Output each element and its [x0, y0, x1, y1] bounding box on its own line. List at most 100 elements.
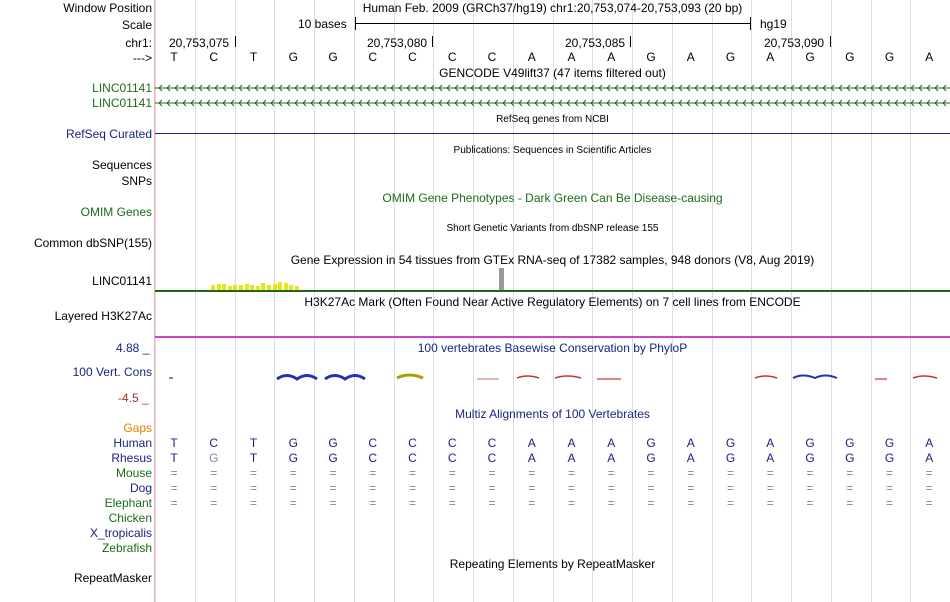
gene-strand-chevron: [902, 84, 907, 92]
refseq-feature[interactable]: [155, 133, 950, 134]
gtex-bar[interactable]: [216, 284, 221, 290]
gtex-expression-bars[interactable]: [155, 268, 950, 292]
mouse-double-line: =: [289, 466, 297, 480]
gene-strand-chevron: [302, 99, 307, 107]
gtex-bar[interactable]: [267, 285, 271, 290]
omim-title[interactable]: OMIM Gene Phenotypes - Dark Green Can Be…: [382, 191, 723, 205]
sequence-base: G: [805, 50, 815, 64]
gene-strand-chevron: [806, 99, 811, 107]
rhesus-base: C: [487, 451, 497, 465]
repeat-title[interactable]: Repeating Elements by RepeatMasker: [449, 557, 656, 571]
gene-strand-chevron: [574, 99, 579, 107]
gtex-bar[interactable]: [289, 285, 294, 290]
gtex-bar[interactable]: [261, 283, 266, 290]
gene-strand-chevron: [326, 84, 331, 92]
dbsnp-title[interactable]: Short Genetic Variants from dbSNP releas…: [446, 223, 659, 234]
gene-strand-chevron: [478, 84, 483, 92]
mouse-double-line: =: [806, 466, 814, 480]
species-mouse-label[interactable]: Mouse: [115, 466, 152, 480]
gene-strand-chevron: [878, 99, 883, 107]
gene-strand-chevron: [510, 84, 515, 92]
gencode-feature-2[interactable]: [155, 97, 950, 109]
gene-strand-chevron: [214, 84, 219, 92]
species-zebrafish-label[interactable]: Zebrafish: [101, 541, 152, 555]
gaps-label[interactable]: Gaps: [123, 421, 152, 435]
gene-strand-chevron: [918, 99, 923, 107]
snps-label[interactable]: SNPs: [121, 174, 152, 188]
gencode-title[interactable]: GENCODE V49lift37 (47 items filtered out…: [439, 66, 666, 80]
publications-title[interactable]: Publications: Sequences in Scientific Ar…: [453, 145, 652, 156]
gene-strand-chevron: [702, 84, 707, 92]
h3k27ac-title[interactable]: H3K27Ac Mark (Often Found Near Active Re…: [304, 295, 801, 309]
gene-strand-chevron: [374, 84, 379, 92]
h3k27ac-signal[interactable]: [155, 336, 950, 338]
omim-label[interactable]: OMIM Genes: [80, 205, 152, 219]
gencode-item-1-label[interactable]: LINC01141: [92, 81, 152, 95]
gene-strand-chevron: [438, 99, 443, 107]
species-chicken-label[interactable]: Chicken: [108, 511, 152, 525]
gene-strand-chevron: [534, 84, 539, 92]
gtex-bar[interactable]: [244, 284, 249, 290]
refseq-title[interactable]: RefSeq genes from NCBI: [496, 114, 609, 125]
gtex-bar[interactable]: [239, 285, 243, 290]
gencode-feature-1[interactable]: [155, 82, 950, 94]
repeat-label[interactable]: RepeatMasker: [73, 571, 152, 585]
gtex-bar[interactable]: [278, 282, 283, 290]
gene-strand-chevron: [294, 99, 299, 107]
refseq-label[interactable]: RefSeq Curated: [65, 127, 152, 141]
species-elephant-label[interactable]: Elephant: [104, 496, 152, 510]
dbsnp-label[interactable]: Common dbSNP(155): [33, 236, 152, 250]
gene-strand-chevron: [238, 99, 243, 107]
gtex-bar[interactable]: [233, 285, 238, 290]
gtex-bar[interactable]: [211, 285, 215, 290]
sequences-label[interactable]: Sequences: [91, 158, 152, 172]
gene-strand-chevron: [654, 99, 659, 107]
gtex-bar[interactable]: [227, 286, 232, 290]
gene-strand-chevron: [670, 99, 675, 107]
gtex-bar[interactable]: [295, 286, 299, 290]
sequence-base: C: [487, 50, 497, 64]
rhesus-base: A: [567, 451, 576, 465]
mouse-double-line: =: [925, 466, 933, 480]
cons-label[interactable]: 100 Vert. Cons: [72, 365, 152, 379]
species-rhesus-label[interactable]: Rhesus: [111, 451, 152, 465]
gtex-bar[interactable]: [272, 284, 277, 290]
dog-double-line: =: [448, 481, 456, 495]
gene-strand-chevron: [686, 84, 691, 92]
gene-strand-chevron: [862, 84, 867, 92]
species-dog-label[interactable]: Dog: [129, 481, 152, 495]
gtex-bar[interactable]: [250, 285, 255, 290]
species-human-label[interactable]: Human: [113, 436, 152, 450]
gene-strand-chevron: [710, 84, 715, 92]
gene-strand-chevron: [622, 84, 627, 92]
multiz-title[interactable]: Multiz Alignments of 100 Vertebrates: [455, 407, 650, 421]
gene-strand-chevron: [774, 99, 779, 107]
gene-strand-chevron: [382, 99, 387, 107]
human-base: A: [607, 436, 616, 450]
species-xtropicalis-label[interactable]: X_tropicalis: [89, 526, 152, 540]
h3k27ac-label[interactable]: Layered H3K27Ac: [54, 309, 152, 323]
gtex-title[interactable]: Gene Expression in 54 tissues from GTEx …: [290, 253, 815, 267]
rhesus-base: A: [527, 451, 536, 465]
gene-strand-chevron: [694, 84, 699, 92]
cons-title[interactable]: 100 vertebrates Basewise Conservation by…: [417, 341, 688, 355]
gene-strand-chevron: [926, 84, 931, 92]
gene-strand-chevron: [798, 84, 803, 92]
gtex-label[interactable]: LINC01141: [92, 274, 152, 288]
gene-strand-chevron: [838, 99, 843, 107]
arrow-label: --->: [133, 51, 152, 65]
cons-mark-7: [554, 375, 582, 379]
gene-strand-chevron: [814, 84, 819, 92]
gene-strand-chevron: [430, 84, 435, 92]
gencode-item-2-label[interactable]: LINC01141: [92, 96, 152, 110]
gene-strand-chevron: [414, 84, 419, 92]
cons-signal[interactable]: [155, 368, 950, 388]
gtex-bar[interactable]: [255, 286, 260, 290]
gtex-bar-tall[interactable]: [499, 268, 504, 290]
gene-strand-chevron: [462, 84, 467, 92]
gene-strand-chevron: [822, 84, 827, 92]
dog-double-line: =: [528, 481, 536, 495]
gtex-bar[interactable]: [283, 283, 288, 290]
gtex-bar[interactable]: [222, 284, 227, 290]
human-base: C: [368, 436, 378, 450]
